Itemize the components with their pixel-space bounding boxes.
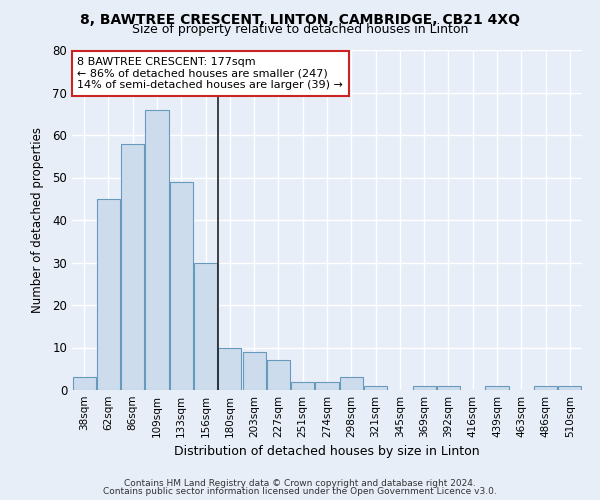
Bar (316, 382, 338, 390)
Bar (218, 348, 241, 390)
Bar (242, 352, 266, 390)
X-axis label: Distribution of detached houses by size in Linton: Distribution of detached houses by size … (174, 446, 480, 458)
Bar (73, 378, 95, 390)
Bar (170, 182, 193, 390)
Bar (291, 382, 314, 390)
Bar (145, 110, 169, 390)
Bar (121, 144, 144, 390)
Bar (534, 386, 557, 390)
Bar (340, 378, 363, 390)
Y-axis label: Number of detached properties: Number of detached properties (31, 127, 44, 313)
Bar (559, 386, 581, 390)
Text: Contains public sector information licensed under the Open Government Licence v3: Contains public sector information licen… (103, 487, 497, 496)
Bar (437, 386, 460, 390)
Bar (413, 386, 436, 390)
Text: Size of property relative to detached houses in Linton: Size of property relative to detached ho… (132, 24, 468, 36)
Bar (485, 386, 509, 390)
Bar (194, 262, 217, 390)
Text: 8, BAWTREE CRESCENT, LINTON, CAMBRIDGE, CB21 4XQ: 8, BAWTREE CRESCENT, LINTON, CAMBRIDGE, … (80, 12, 520, 26)
Bar (267, 360, 290, 390)
Bar (97, 198, 120, 390)
Text: 8 BAWTREE CRESCENT: 177sqm
← 86% of detached houses are smaller (247)
14% of sem: 8 BAWTREE CRESCENT: 177sqm ← 86% of deta… (77, 57, 343, 90)
Bar (364, 386, 387, 390)
Text: Contains HM Land Registry data © Crown copyright and database right 2024.: Contains HM Land Registry data © Crown c… (124, 478, 476, 488)
